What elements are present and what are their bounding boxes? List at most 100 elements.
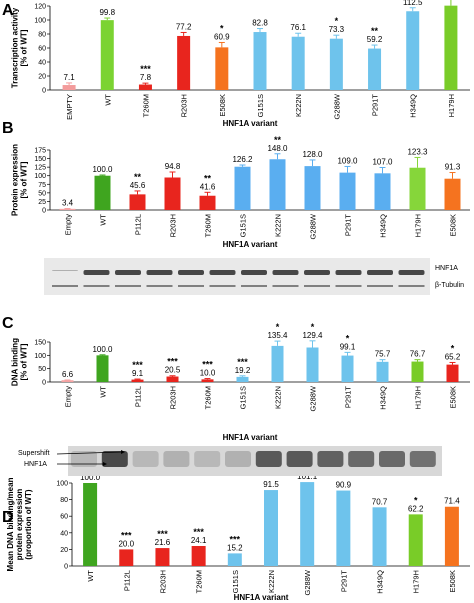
emsa-band [101,451,128,467]
category-label: P291T [344,386,353,409]
category-label: WT [99,386,108,398]
tubulin-band [83,285,110,287]
y-tick-label: 0 [42,380,46,387]
emsa-band [348,451,375,467]
bar [339,172,356,210]
bar [446,364,459,382]
data-label: 24.1 [191,536,207,545]
data-label: 91.3 [445,163,461,172]
category-label: G288W [309,213,318,239]
data-label: 129.4 [302,331,323,340]
bar [59,208,76,210]
category-label: H349Q [379,214,388,238]
y-tick-label: 100 [34,18,46,25]
hnf1a-band [335,270,362,275]
bar [131,379,144,382]
category-label: G151S [231,570,240,593]
data-label: 82.8 [252,19,268,28]
data-label: 20.5 [165,366,181,375]
emsa-band [409,451,436,467]
y-tick-label: 0 [42,208,46,215]
tubulin-band [272,285,299,287]
bar [215,47,229,90]
hnf1a-band [304,270,330,275]
category-label: G151S [256,94,265,117]
y-tick-label: 20 [60,547,68,554]
significance-stars: * [220,23,224,33]
category-label: R203H [169,386,178,409]
y-tick-label: 150 [34,156,46,163]
emsa-band [225,451,251,467]
tubulin-band [304,285,330,287]
data-label: 126.2 [232,155,253,164]
emsa-blot-image [68,446,442,476]
data-label: 100.0 [92,165,113,174]
bar [291,36,305,90]
data-label: 100.0 [80,473,101,482]
panel-letter-d: D [2,509,14,526]
significance-stars: *** [237,357,248,367]
bar [408,514,423,566]
emsa-band [132,451,159,467]
bar [138,84,152,90]
y-tick-label: 50 [38,366,46,373]
y-tick-label: 80 [60,497,68,504]
y-axis-label: [% of WT] [20,29,29,66]
y-tick-label: 0 [64,564,68,571]
bar [376,361,389,382]
data-label: 73.3 [329,25,345,34]
significance-stars: ** [204,173,212,183]
data-label: 21.6 [155,538,171,547]
category-label: P291T [339,570,348,593]
data-label: 19.2 [235,366,251,375]
category-label: R203H [180,94,189,117]
y-axis-label: [% of WT] [20,161,29,198]
data-label: 112.5 [403,0,423,7]
hnf1a-arrowhead [103,462,107,466]
category-label: H349Q [409,94,418,118]
data-label: 123.3 [407,147,428,156]
bar [306,347,319,382]
category-label: T260M [141,94,150,117]
bar [129,194,146,210]
bar [304,166,321,210]
data-label: 90.9 [336,481,352,490]
category-label: Empty [64,386,73,408]
bar [234,166,251,210]
data-label: 62.2 [408,504,424,513]
hnf1a-band [272,270,299,275]
emsa-band [286,451,313,467]
data-label: 71.4 [444,497,460,506]
hnf1a-band [83,270,110,275]
bar [253,32,267,90]
bar [300,482,315,566]
category-label: WT [103,94,112,106]
data-label: 109.0 [337,156,358,165]
supershift-arrow [56,451,122,455]
category-label: P291T [344,214,353,237]
data-label: 20.0 [118,539,134,548]
hnf1a-band [146,270,173,275]
category-label: H179H [447,94,456,117]
bar [119,549,134,566]
bar [227,553,242,566]
tubulin-band [367,285,393,287]
hnf1a-band [241,270,267,275]
category-label: E508K [218,94,227,117]
y-tick-label: 125 [34,165,46,172]
category-label: G151S [239,214,248,237]
y-tick-label: 120 [34,4,46,11]
tubulin-band [398,285,425,287]
emsa-band [71,451,97,467]
emsa-band [255,451,282,467]
tubulin-band [241,285,267,287]
tubulin-band [178,285,204,287]
category-label: G288W [332,93,341,119]
data-label: 135.4 [267,331,288,340]
bar [201,379,214,382]
bar [94,175,111,210]
category-label: H179H [412,570,421,593]
bar [264,490,278,566]
category-label: E508K [449,386,458,409]
hnf1a-band [178,270,204,275]
